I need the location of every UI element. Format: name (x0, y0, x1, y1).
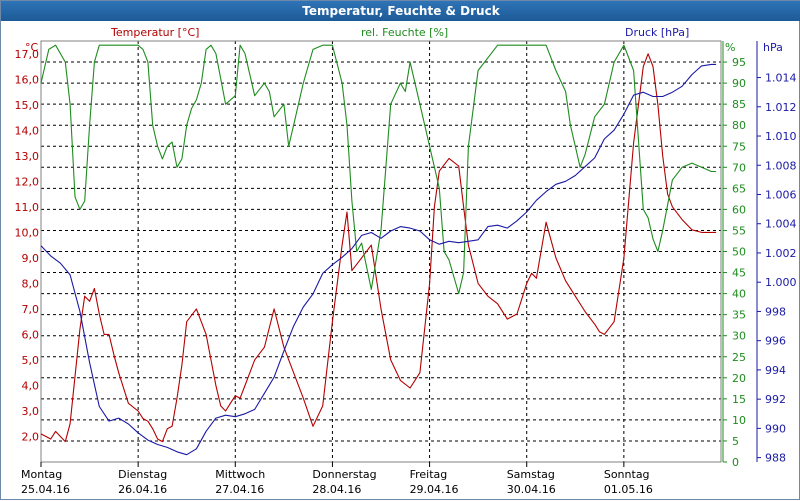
pressure-tick-label: 1.010 (765, 130, 797, 143)
temp-tick-label: 13,0 (15, 150, 40, 163)
temp-tick-label: 6,0 (22, 328, 40, 341)
pressure-tick-label: 1.006 (765, 188, 797, 201)
humidity-tick-label: 75 (732, 140, 746, 153)
series-line-humidity (40, 44, 717, 295)
humidity-tick-label: 30 (732, 330, 746, 343)
humidity-tick-label: 60 (732, 203, 746, 216)
axes (40, 40, 761, 467)
humidity-tick-label: 35 (732, 309, 746, 322)
humidity-tick-label: 45 (732, 267, 746, 280)
series-line-pressure (40, 63, 717, 456)
temp-tick-label: 16,0 (15, 73, 40, 86)
temp-tick-label: 10,0 (15, 226, 40, 239)
x-tick-date: 27.04.16 (215, 483, 264, 496)
temp-tick-label: 8,0 (22, 277, 40, 290)
x-tick-date: 25.04.16 (21, 483, 70, 496)
x-tick-day: Montag (21, 468, 62, 481)
temp-tick-label: 11,0 (15, 201, 40, 214)
humidity-tick-label: 5 (732, 435, 739, 448)
temp-tick-label: 12,0 (15, 175, 40, 188)
humidity-tick-label: 20 (732, 372, 746, 385)
x-tick-day: Sonntag (604, 468, 650, 481)
x-tick-date: 29.04.16 (410, 483, 459, 496)
pressure-tick-label: 1.008 (765, 159, 797, 172)
series-line-temperature (40, 53, 717, 443)
axis-labels: Montag 25.04.16 Dienstag 26.04.16 Mittwoch 27… (15, 26, 797, 496)
temp-unit-label: °C (25, 41, 39, 54)
pressure-tick-label: 990 (765, 422, 786, 435)
humidity-tick-label: 55 (732, 224, 746, 237)
humidity-tick-label: 50 (732, 246, 746, 259)
pressure-tick-label: 1.000 (765, 276, 797, 289)
x-tick-date: 26.04.16 (118, 483, 167, 496)
x-tick-date: 01.05.16 (604, 483, 653, 496)
humidity-tick-label: 90 (732, 77, 746, 90)
series-lines (40, 44, 717, 456)
temp-tick-label: 15,0 (15, 99, 40, 112)
pressure-tick-label: 992 (765, 393, 786, 406)
pressure-tick-label: 1.014 (765, 72, 797, 85)
pressure-tick-label: 996 (765, 335, 786, 348)
pressure-axis-title: Druck [hPa] (625, 26, 689, 39)
window-title: Temperatur, Feuchte & Druck (1, 1, 800, 21)
x-tick-date: 28.04.16 (312, 483, 361, 496)
plot-area (40, 40, 722, 463)
grid-lines (41, 41, 721, 462)
humidity-tick-label: 0 (732, 456, 739, 469)
humidity-tick-label: 10 (732, 414, 746, 427)
temp-tick-label: 9,0 (22, 252, 40, 265)
x-tick-day: Samstag (507, 468, 555, 481)
temp-axis-title: Temperatur [°C] (110, 26, 199, 39)
pressure-tick-label: 1.002 (765, 247, 797, 260)
humidity-tick-label: 65 (732, 182, 746, 195)
x-tick-day: Mittwoch (215, 468, 265, 481)
temp-tick-label: 14,0 (15, 124, 40, 137)
humidity-tick-label: 25 (732, 351, 746, 364)
humidity-tick-label: 40 (732, 288, 746, 301)
x-tick-date: 30.04.16 (507, 483, 556, 496)
temp-tick-label: 2,0 (22, 430, 40, 443)
humidity-axis-title: rel. Feuchte [%] (361, 26, 448, 39)
pressure-tick-label: 988 (765, 452, 786, 465)
humidity-tick-label: 70 (732, 161, 746, 174)
humidity-tick-label: 95 (732, 56, 746, 69)
temp-tick-label: 17,0 (15, 48, 40, 61)
temp-tick-label: 3,0 (22, 405, 40, 418)
pressure-tick-label: 998 (765, 305, 786, 318)
temp-tick-label: 5,0 (22, 354, 40, 367)
x-tick-day: Freitag (410, 468, 448, 481)
pressure-tick-label: 1.004 (765, 218, 797, 231)
humidity-unit-label: % (725, 41, 735, 54)
pressure-unit-label: hPa (763, 41, 783, 54)
temp-tick-label: 7,0 (22, 303, 40, 316)
humidity-tick-label: 85 (732, 98, 746, 111)
temp-tick-label: 4,0 (22, 379, 40, 392)
pressure-tick-label: 1.012 (765, 101, 797, 114)
x-tick-day: Donnerstag (312, 468, 376, 481)
humidity-tick-label: 80 (732, 119, 746, 132)
humidity-tick-label: 15 (732, 393, 746, 406)
pressure-tick-label: 994 (765, 364, 786, 377)
x-tick-day: Dienstag (118, 468, 167, 481)
